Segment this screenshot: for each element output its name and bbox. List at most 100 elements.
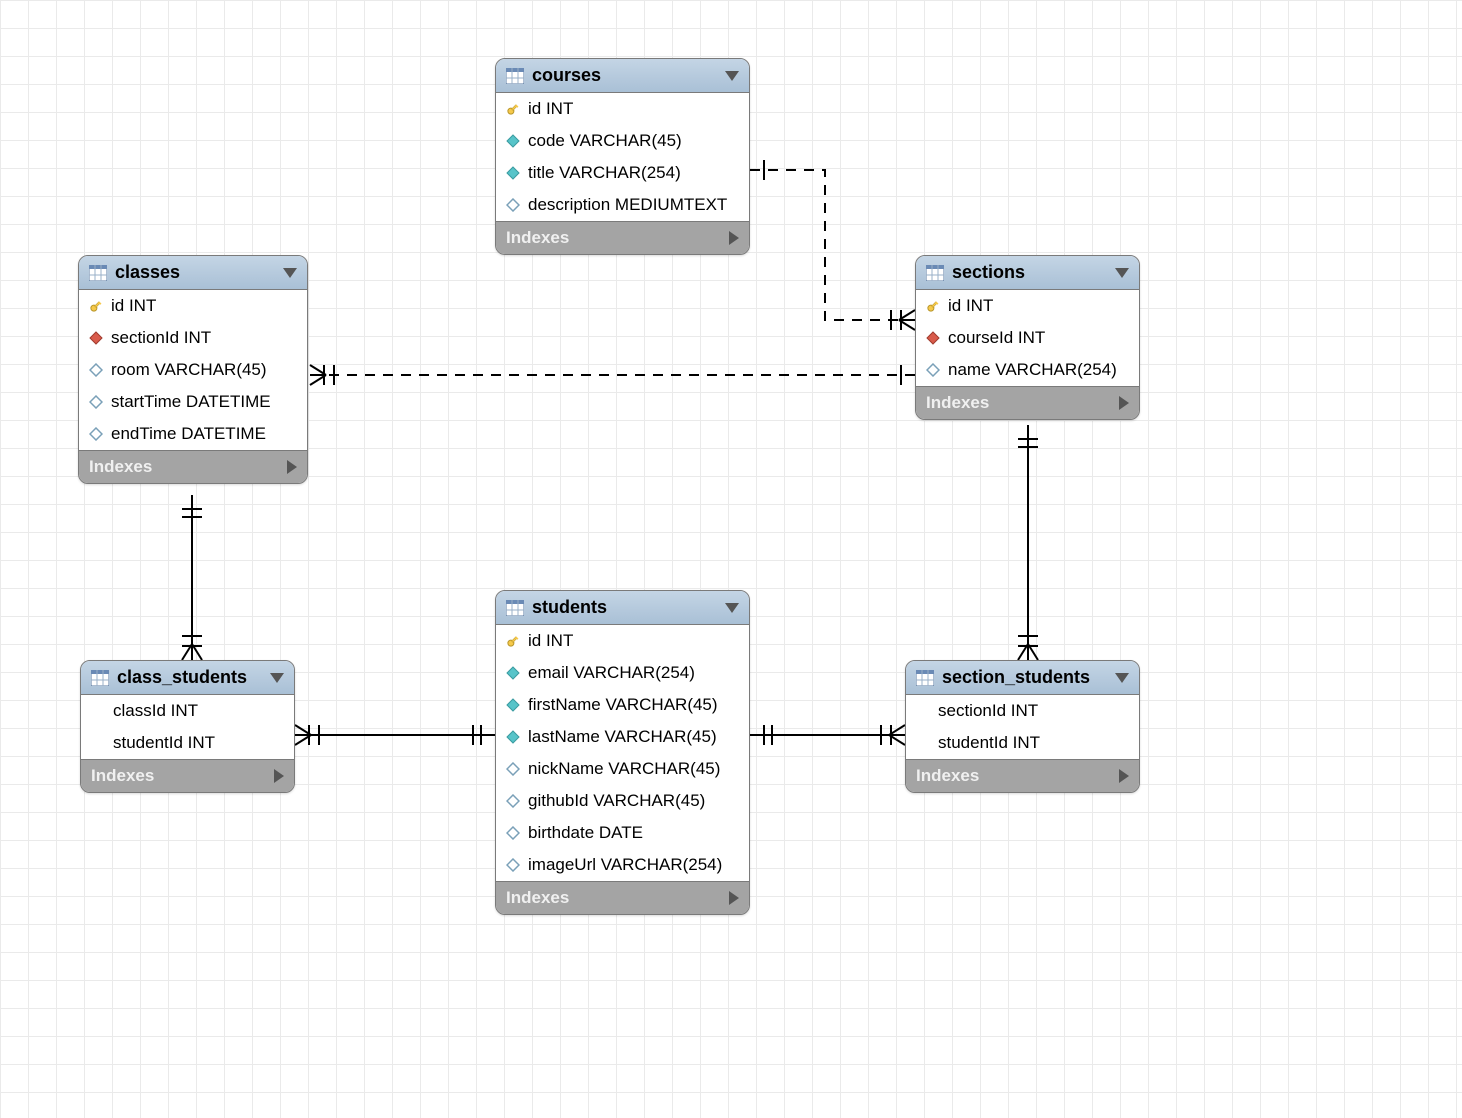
column-label: studentId INT xyxy=(938,733,1040,753)
collapse-icon[interactable] xyxy=(283,268,297,278)
edge-classes-class_students xyxy=(182,495,202,660)
edge-students-class_students xyxy=(295,725,495,745)
column-row[interactable]: endTime DATETIME xyxy=(79,418,307,450)
column-row[interactable]: title VARCHAR(254) xyxy=(496,157,749,189)
column-row[interactable]: studentId INT xyxy=(81,727,294,759)
table-header[interactable]: class_students xyxy=(81,661,294,695)
collapse-icon[interactable] xyxy=(725,71,739,81)
table-title-text: students xyxy=(532,597,607,618)
indexes-label: Indexes xyxy=(506,228,569,248)
column-list: id INT courseId INT name VARCHAR(254) xyxy=(916,290,1139,386)
column-row[interactable]: nickName VARCHAR(45) xyxy=(496,753,749,785)
column-row[interactable]: courseId INT xyxy=(916,322,1139,354)
column-label: id INT xyxy=(948,296,993,316)
indexes-label: Indexes xyxy=(89,457,152,477)
column-row[interactable]: id INT xyxy=(79,290,307,322)
expand-icon[interactable] xyxy=(274,769,284,783)
column-label: id INT xyxy=(528,631,573,651)
expand-icon[interactable] xyxy=(1119,769,1129,783)
table-sections[interactable]: sections id INT courseId INT name VARCHAR(2… xyxy=(915,255,1140,420)
column-row[interactable]: id INT xyxy=(496,93,749,125)
column-row[interactable]: birthdate DATE xyxy=(496,817,749,849)
column-row[interactable]: startTime DATETIME xyxy=(79,386,307,418)
column-row[interactable]: description MEDIUMTEXT xyxy=(496,189,749,221)
column-row[interactable]: firstName VARCHAR(45) xyxy=(496,689,749,721)
expand-icon[interactable] xyxy=(287,460,297,474)
column-label: sectionId INT xyxy=(111,328,211,348)
table-title-text: sections xyxy=(952,262,1025,283)
expand-icon[interactable] xyxy=(729,891,739,905)
collapse-icon[interactable] xyxy=(1115,268,1129,278)
table-title-text: section_students xyxy=(942,667,1090,688)
column-row[interactable]: name VARCHAR(254) xyxy=(916,354,1139,386)
column-row[interactable]: room VARCHAR(45) xyxy=(79,354,307,386)
indexes-footer[interactable]: Indexes xyxy=(496,221,749,254)
table-header[interactable]: classes xyxy=(79,256,307,290)
column-list: classId INT studentId INT xyxy=(81,695,294,759)
indexes-footer[interactable]: Indexes xyxy=(906,759,1139,792)
table-header[interactable]: students xyxy=(496,591,749,625)
table-students[interactable]: students id INT email VARCHAR(254) firstNam… xyxy=(495,590,750,915)
column-label: id INT xyxy=(528,99,573,119)
collapse-icon[interactable] xyxy=(725,603,739,613)
erd-canvas: courses id INT code VARCHAR(45) title VARCH… xyxy=(0,0,1462,1118)
edge-students-section_students xyxy=(750,725,905,745)
expand-icon[interactable] xyxy=(729,231,739,245)
edge-courses-sections xyxy=(750,160,915,330)
column-label: githubId VARCHAR(45) xyxy=(528,791,705,811)
column-list: sectionId INT studentId INT xyxy=(906,695,1139,759)
column-label: code VARCHAR(45) xyxy=(528,131,682,151)
indexes-label: Indexes xyxy=(926,393,989,413)
column-label: endTime DATETIME xyxy=(111,424,266,444)
table-classes[interactable]: classes id INT sectionId INT room VARCHAR(4… xyxy=(78,255,308,484)
column-label: studentId INT xyxy=(113,733,215,753)
column-list: id INT code VARCHAR(45) title VARCHAR(254)… xyxy=(496,93,749,221)
column-label: name VARCHAR(254) xyxy=(948,360,1117,380)
column-label: imageUrl VARCHAR(254) xyxy=(528,855,722,875)
indexes-footer[interactable]: Indexes xyxy=(81,759,294,792)
collapse-icon[interactable] xyxy=(1115,673,1129,683)
indexes-label: Indexes xyxy=(916,766,979,786)
column-label: firstName VARCHAR(45) xyxy=(528,695,718,715)
expand-icon[interactable] xyxy=(1119,396,1129,410)
indexes-footer[interactable]: Indexes xyxy=(79,450,307,483)
column-row[interactable]: code VARCHAR(45) xyxy=(496,125,749,157)
column-label: email VARCHAR(254) xyxy=(528,663,695,683)
table-courses[interactable]: courses id INT code VARCHAR(45) title VARCH… xyxy=(495,58,750,255)
column-label: room VARCHAR(45) xyxy=(111,360,267,380)
table-title-text: classes xyxy=(115,262,180,283)
table-section_students[interactable]: section_students sectionId INT studentId I… xyxy=(905,660,1140,793)
column-row[interactable]: studentId INT xyxy=(906,727,1139,759)
table-class_students[interactable]: class_students classId INT studentId INT In… xyxy=(80,660,295,793)
table-title-text: class_students xyxy=(117,667,247,688)
column-row[interactable]: email VARCHAR(254) xyxy=(496,657,749,689)
column-row[interactable]: id INT xyxy=(916,290,1139,322)
column-row[interactable]: lastName VARCHAR(45) xyxy=(496,721,749,753)
column-label: classId INT xyxy=(113,701,198,721)
column-row[interactable]: id INT xyxy=(496,625,749,657)
column-label: lastName VARCHAR(45) xyxy=(528,727,717,747)
column-list: id INT email VARCHAR(254) firstName VARCHA… xyxy=(496,625,749,881)
column-list: id INT sectionId INT room VARCHAR(45) start… xyxy=(79,290,307,450)
column-label: courseId INT xyxy=(948,328,1045,348)
collapse-icon[interactable] xyxy=(270,673,284,683)
column-label: sectionId INT xyxy=(938,701,1038,721)
column-row[interactable]: sectionId INT xyxy=(79,322,307,354)
column-label: title VARCHAR(254) xyxy=(528,163,681,183)
table-header[interactable]: courses xyxy=(496,59,749,93)
column-row[interactable]: classId INT xyxy=(81,695,294,727)
column-row[interactable]: githubId VARCHAR(45) xyxy=(496,785,749,817)
table-title-text: courses xyxy=(532,65,601,86)
column-label: description MEDIUMTEXT xyxy=(528,195,727,215)
table-header[interactable]: section_students xyxy=(906,661,1139,695)
column-label: nickName VARCHAR(45) xyxy=(528,759,720,779)
column-row[interactable]: imageUrl VARCHAR(254) xyxy=(496,849,749,881)
indexes-label: Indexes xyxy=(91,766,154,786)
column-row[interactable]: sectionId INT xyxy=(906,695,1139,727)
indexes-footer[interactable]: Indexes xyxy=(496,881,749,914)
indexes-footer[interactable]: Indexes xyxy=(916,386,1139,419)
indexes-label: Indexes xyxy=(506,888,569,908)
table-header[interactable]: sections xyxy=(916,256,1139,290)
column-label: birthdate DATE xyxy=(528,823,643,843)
column-label: id INT xyxy=(111,296,156,316)
